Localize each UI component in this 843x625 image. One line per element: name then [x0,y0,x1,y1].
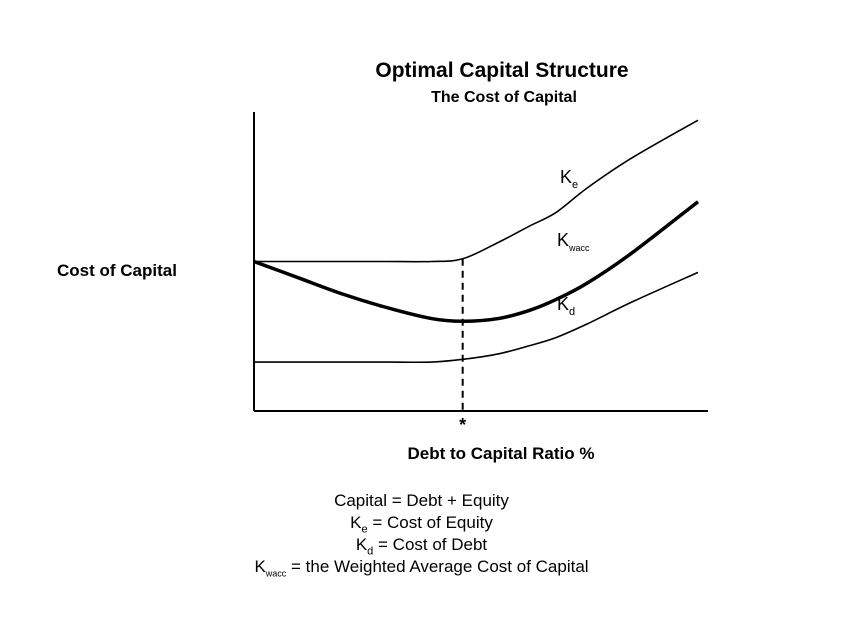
legend-capital-definition: Capital = Debt + Equity [334,491,509,510]
legend-ke-symbol: K [350,513,362,532]
series-label-ke: Ke [560,167,578,191]
series-label-kwacc: Kwacc [557,230,590,253]
legend-kwacc-symbol: K [254,557,266,576]
series-label-kd: Kd [557,294,575,318]
legend-kwacc-subscript: wacc [265,568,287,579]
legend-kd-symbol: K [355,535,368,554]
y-axis-label: Cost of Capital [57,261,177,280]
legend-kd-definition: = Cost of Debt [373,535,488,554]
optimal-point-marker: * [459,415,466,435]
chart-title: Optimal Capital Structure [375,59,628,82]
legend-kd: Kd = Cost of Debt [0,534,843,562]
legend-ke-subscript: e [361,523,368,536]
legend-ke-definition: = Cost of Equity [367,513,493,532]
series-line-kwacc [253,200,700,324]
series-line-kd [254,271,699,364]
series-layer: Ke Kwacc Kd [253,119,700,364]
annotation-layer: * [459,258,466,435]
legend-ke: Ke = Cost of Equity [0,512,843,540]
x-axis-label: Debt to Capital Ratio % [407,444,594,463]
chart-subtitle: The Cost of Capital [431,89,577,106]
series-line-ke [253,119,699,263]
legend-kd-subscript: d [367,545,374,558]
legend-kwacc: Kwacc = the Weighted Average Cost of Cap… [0,556,843,584]
legend-kwacc-definition: = the Weighted Average Cost of Capital [286,557,589,576]
